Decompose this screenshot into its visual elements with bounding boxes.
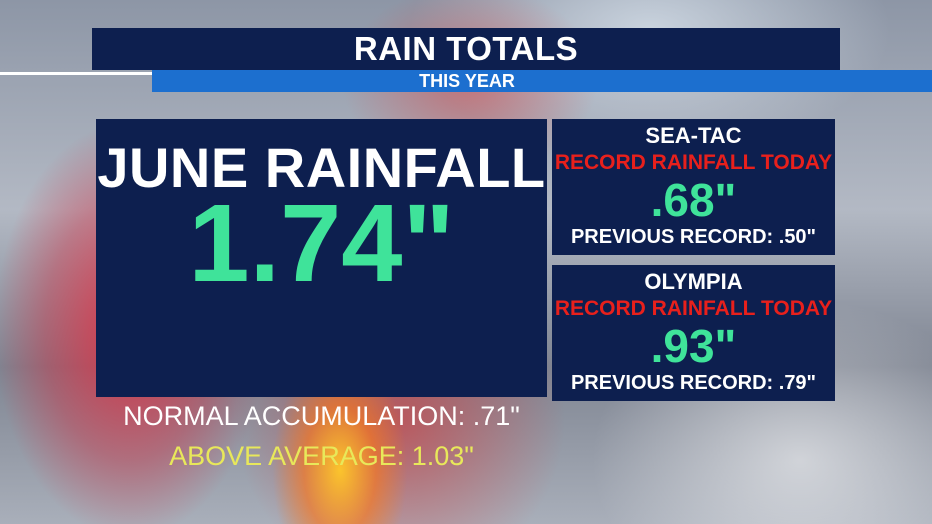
graphic-title: RAIN TOTALS xyxy=(353,30,579,67)
station-name: OLYMPIA xyxy=(644,269,743,294)
subtitle-banner: THIS YEAR xyxy=(152,70,932,92)
previous-record: PREVIOUS RECORD: .79" xyxy=(570,372,817,394)
june-rainfall-value: 1.74" xyxy=(188,182,455,305)
previous-record: PREVIOUS RECORD: .50" xyxy=(570,226,817,248)
title-banner: RAIN TOTALS xyxy=(92,28,840,70)
normal-accumulation-text: NORMAL ACCUMULATION: .71" xyxy=(123,401,520,431)
accent-line xyxy=(0,72,160,75)
june-rainfall-panel: JUNE RAINFALL 1.74" NORMAL ACCUMULATION:… xyxy=(96,119,547,471)
record-value: .68" xyxy=(650,174,737,226)
record-label: RECORD RAINFALL TODAY xyxy=(554,151,833,174)
record-value: .93" xyxy=(650,320,737,372)
olympia-panel: OLYMPIA RECORD RAINFALL TODAY .93" PREVI… xyxy=(552,265,835,401)
graphic-subtitle: THIS YEAR xyxy=(419,70,515,91)
record-label: RECORD RAINFALL TODAY xyxy=(554,297,833,320)
june-rainfall-heading: JUNE RAINFALL xyxy=(97,136,546,199)
station-name: SEA-TAC xyxy=(645,123,742,148)
above-average-text: ABOVE AVERAGE: 1.03" xyxy=(169,441,474,471)
seatac-panel: SEA-TAC RECORD RAINFALL TODAY .68" PREVI… xyxy=(552,119,835,255)
